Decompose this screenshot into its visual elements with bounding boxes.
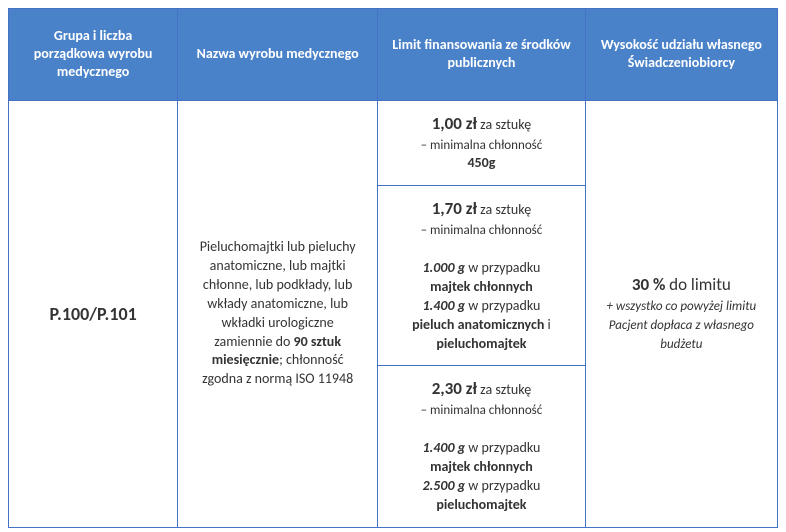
limit-price: 1,00 zł [432,113,477,134]
limit-text: w przypadku [465,297,540,314]
reimbursement-table: Grupa i liczba porządkowa wyrobu medyczn… [8,8,778,528]
limit-category: majtek chłonnych [430,278,533,295]
limit-per: za sztukę [477,116,531,133]
limit-category-2: pieluchomajtek [436,335,526,352]
header-financing-limit: Limit finansowania ze środków publicznyc… [378,9,586,101]
copay-percent: 30 % [632,274,665,295]
header-copayment: Wysokość udziału własnego Świadczeniobio… [585,9,777,101]
copayment-cell: 30 % do limitu + wszystko co powyżej lim… [585,100,777,527]
limit-text: w przypadku [465,259,540,276]
header-product-name: Nazwa wyrobu medycznego [178,9,378,101]
limit-cell-1: 1,00 zł za sztukę – minimalna chłonność … [378,100,586,186]
copay-text: do limitu [665,274,731,295]
limit-value: 1.000 g [422,259,465,276]
limit-category: majtek chłonnych [430,458,533,475]
limit-per: za sztukę [477,381,531,398]
limit-min-label: – minimalna chłonność [421,223,543,238]
limit-price: 1,70 zł [432,198,477,219]
product-description-cell: Pieluchomajtki lub pieluchy anatomiczne,… [178,100,378,527]
limit-value: 450g [467,154,495,171]
limit-text: w przypadku [465,439,540,456]
limit-category: pieluchomajtek [436,496,526,513]
limit-value: 1.400 g [422,297,465,314]
table-row: P.100/P.101 Pieluchomajtki lub pieluchy … [9,100,778,186]
limit-price: 2,30 zł [432,378,477,399]
table-header-row: Grupa i liczba porządkowa wyrobu medyczn… [9,9,778,101]
limit-per: za sztukę [477,201,531,218]
limit-cell-2: 1,70 zł za sztukę – minimalna chłonność … [378,186,586,366]
limit-value: 1.400 g [422,439,465,456]
limit-text: w przypadku [465,477,540,494]
limit-min-label: – minimalna chłonność [421,403,543,418]
limit-min-label: – minimalna chłonność [421,138,543,153]
product-code-cell: P.100/P.101 [9,100,178,527]
limit-value: 2.500 g [422,477,465,494]
limit-category: pieluch anatomicznych [412,316,544,333]
copay-subtext: + wszystko co powyżej limitu Pacjent dop… [606,299,756,352]
limit-and: i [544,316,550,333]
limit-cell-3: 2,30 zł za sztukę – minimalna chłonność … [378,366,586,527]
header-group-ordinal: Grupa i liczba porządkowa wyrobu medyczn… [9,9,178,101]
